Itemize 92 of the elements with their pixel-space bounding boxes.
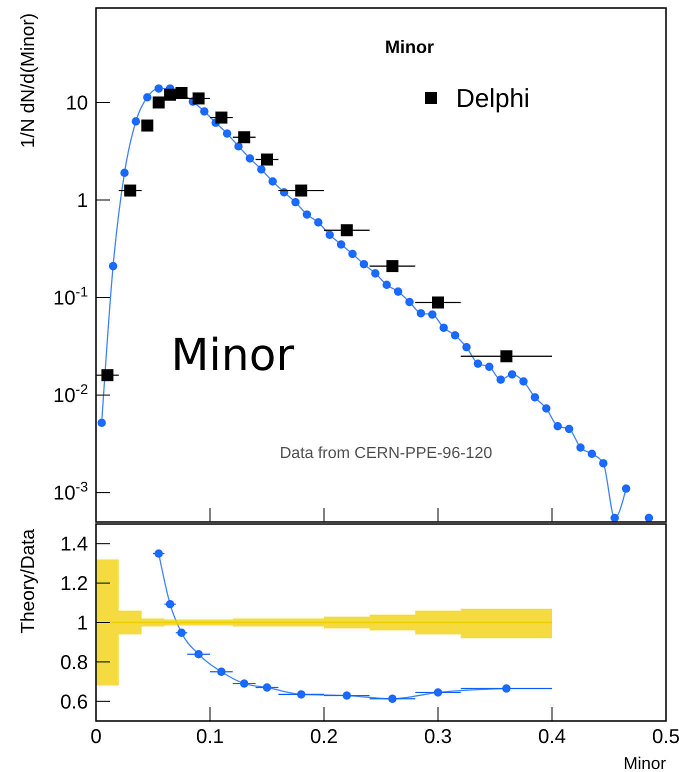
y-tick-label: 1 (76, 190, 88, 212)
point (98, 418, 106, 427)
point (154, 549, 163, 558)
legend-label: Delphi (456, 83, 530, 113)
y-axis-title: Theory/Data (18, 528, 39, 634)
point (234, 142, 243, 151)
text: Minor (385, 37, 434, 57)
y-tick-label: 10$^{-2}$ (53, 381, 88, 408)
point (326, 230, 334, 239)
point (388, 694, 397, 703)
y-tick-label: 10 (66, 92, 88, 114)
point (154, 84, 163, 93)
y-axis-title: 1/N dN/d(Minor) (18, 13, 39, 148)
point (519, 377, 528, 386)
x-tick-label: 0.4 (538, 726, 566, 748)
point (500, 350, 512, 362)
point (101, 369, 114, 382)
point (132, 117, 140, 126)
point (194, 650, 203, 658)
point (120, 168, 129, 178)
point (371, 269, 380, 278)
point (530, 393, 540, 402)
annotation: Data from CERN-PPE-96-120 (280, 445, 492, 462)
point (143, 93, 152, 102)
point (416, 309, 426, 318)
point (336, 240, 346, 249)
point (177, 628, 186, 637)
point (348, 250, 357, 258)
x-tick-label: 0.1 (196, 726, 224, 748)
y-tick-label: 0.8 (60, 652, 88, 674)
point (297, 690, 306, 699)
point (340, 224, 353, 236)
y-tick-label: 1.2 (60, 573, 88, 596)
x-tick-label: 0.5 (652, 726, 679, 748)
point (405, 298, 414, 306)
point (434, 688, 442, 697)
point (588, 450, 596, 458)
point (302, 210, 312, 219)
point (152, 96, 165, 108)
point (576, 443, 585, 452)
point (192, 92, 205, 104)
point (200, 107, 208, 116)
point (564, 424, 574, 434)
point (450, 331, 460, 340)
point (240, 679, 248, 688)
point (295, 184, 308, 197)
y-tick-label: 10$^{-3}$ (53, 478, 88, 505)
point (382, 280, 391, 290)
point (268, 177, 277, 186)
point (360, 260, 368, 268)
annotation: Minor (171, 330, 295, 381)
point (124, 184, 136, 197)
point (108, 262, 118, 270)
point (141, 120, 154, 132)
point (257, 165, 266, 174)
point (610, 514, 619, 522)
point (622, 484, 630, 493)
point (246, 154, 254, 163)
x-tick-label: 0.2 (310, 726, 338, 748)
point (222, 129, 232, 138)
point (261, 154, 273, 166)
point (644, 514, 654, 522)
point (217, 668, 226, 676)
x-tick-label: 0 (90, 726, 102, 748)
point (166, 600, 174, 608)
point (496, 375, 505, 384)
point (474, 359, 482, 368)
x-axis-title: Minor (623, 754, 666, 772)
point (542, 404, 550, 413)
point (432, 296, 444, 308)
x-tick-label: 0.3 (424, 726, 452, 748)
y-tick-label: 0.6 (60, 691, 88, 714)
point (462, 342, 471, 352)
point (314, 218, 322, 227)
point (215, 112, 228, 124)
point (508, 370, 516, 379)
y-tick-label: 1 (76, 612, 88, 634)
point (502, 684, 511, 693)
point (291, 198, 300, 206)
point (440, 324, 448, 332)
point (262, 683, 272, 692)
point (554, 422, 562, 430)
point (394, 287, 402, 296)
point (485, 362, 494, 372)
point (599, 459, 608, 468)
point (386, 260, 398, 272)
point (342, 691, 351, 700)
point (428, 310, 436, 319)
point (164, 88, 176, 101)
point (238, 131, 250, 144)
y-tick-label: 1.4 (60, 534, 88, 556)
y-tick-label: 10$^{-1}$ (53, 284, 88, 310)
